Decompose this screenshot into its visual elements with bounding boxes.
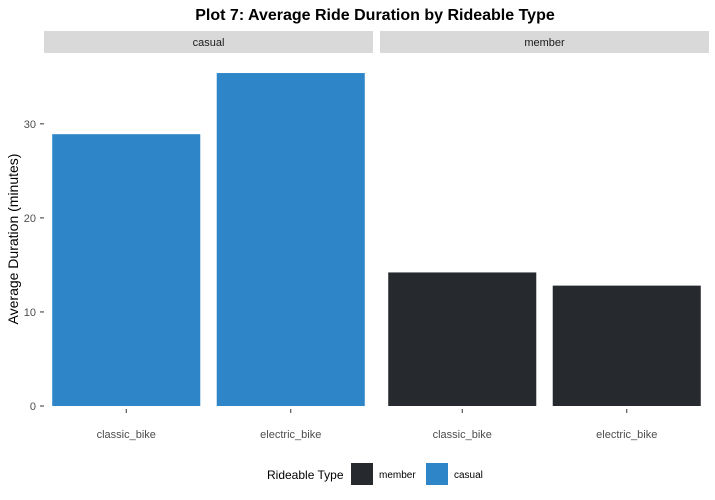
facet-panel-casual: casual classic_bike electric_bike xyxy=(44,31,373,441)
y-tick-label: 30 xyxy=(24,119,36,131)
legend: Rideable Type member casual xyxy=(267,463,483,485)
facet-strip-label: casual xyxy=(193,37,225,49)
y-axis-title: Average Duration (minutes) xyxy=(5,154,21,325)
y-axis: 0 10 20 30 xyxy=(24,119,44,413)
y-tick-label: 20 xyxy=(24,213,36,225)
legend-key-casual xyxy=(426,463,448,485)
y-tick-label: 0 xyxy=(30,401,36,413)
y-tick-label: 10 xyxy=(24,307,36,319)
bar xyxy=(388,272,537,406)
x-tick-label: electric_bike xyxy=(596,429,657,441)
facet-panel-member: member classic_bike electric_bike xyxy=(380,31,709,441)
legend-label: casual xyxy=(454,470,483,481)
x-tick-label: electric_bike xyxy=(260,429,321,441)
facet-strip xyxy=(44,31,373,53)
legend-key-member xyxy=(351,463,373,485)
bar xyxy=(216,73,365,406)
legend-label: member xyxy=(379,470,416,481)
facet-strip xyxy=(380,31,709,53)
bar xyxy=(552,285,701,406)
facet-strip-label: member xyxy=(524,37,565,49)
chart-title: Plot 7: Average Ride Duration by Rideabl… xyxy=(195,7,555,24)
legend-title: Rideable Type xyxy=(267,468,344,482)
x-tick-label: classic_bike xyxy=(97,429,156,441)
x-tick-label: classic_bike xyxy=(433,429,492,441)
facet-panels: casual classic_bike electric_bike member cla… xyxy=(44,31,709,441)
bar xyxy=(52,134,201,406)
